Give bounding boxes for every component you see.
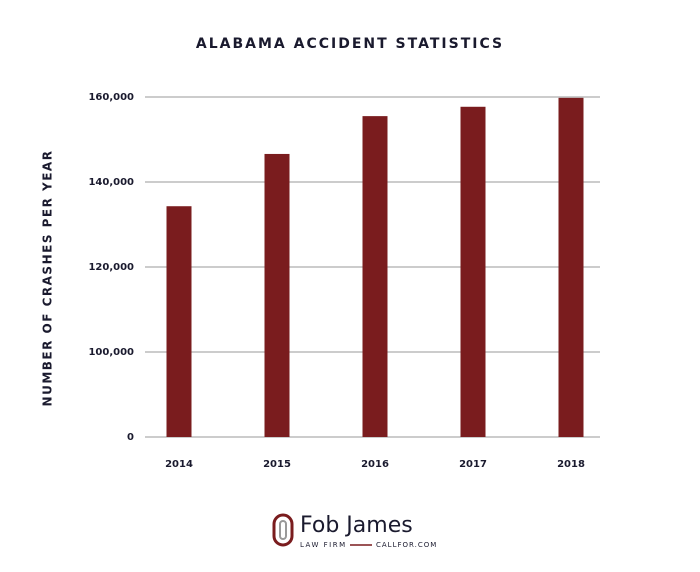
logo-tagline: LAW FIRM [300,541,347,549]
x-tick-label: 2014 [165,459,193,470]
x-tick-label: 2018 [557,459,585,470]
y-tick-label: 0 [127,432,134,443]
logo-site: CALLFOR.COM [376,541,437,549]
x-tick-label: 2016 [361,459,389,470]
chart-title: ALABAMA ACCIDENT STATISTICS [196,36,504,52]
y-tick-label: 160,000 [88,92,134,103]
bar [362,116,388,437]
bar [460,106,486,438]
y-tick-label: 120,000 [88,262,134,273]
bar [264,153,290,437]
y-axis-label: NUMBER OF CRASHES PER YEAR [41,150,55,407]
y-tick-label: 100,000 [88,347,134,358]
logo-name: Fob James [300,513,413,538]
bar [558,97,584,437]
logo: Fob James LAW FIRM CALLFOR.COM [272,513,437,549]
bar [166,206,192,437]
logo-icon [279,520,287,540]
logo-icon [272,513,294,547]
y-tick-label: 140,000 [88,177,134,188]
x-tick-label: 2017 [459,459,487,470]
x-tick-label: 2015 [263,459,291,470]
